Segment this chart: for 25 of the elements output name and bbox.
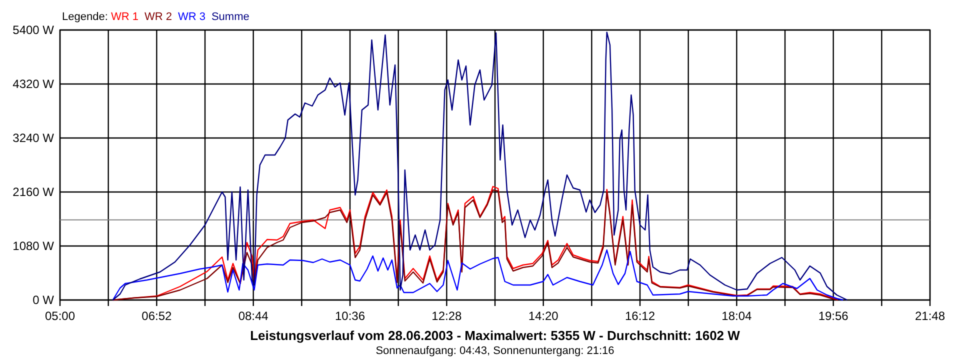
x-tick-label: 06:52	[142, 309, 172, 323]
text: Summe	[211, 11, 250, 23]
line-series	[112, 249, 844, 301]
x-tick-label: 19:56	[818, 309, 849, 323]
y-tick-label: 5400 W	[12, 23, 55, 38]
y-tick-label: 2160 W	[12, 185, 55, 200]
text: WR 1	[110, 11, 138, 23]
x-tick-label: 10:36	[334, 309, 366, 323]
line-series	[112, 32, 848, 301]
x-tick-label: 08:44	[238, 309, 269, 323]
text: WR 3	[178, 11, 206, 23]
x-tick-label: 18:04	[722, 309, 752, 323]
text: Leistungsverlauf vom 28.06.2003 - Maximalwert: 5355 W - Durchschnitt: 1602 W	[250, 328, 741, 343]
x-tick-label: 14:20	[528, 309, 559, 323]
y-tick-label: 1080 W	[12, 239, 55, 254]
x-tick-label: 16:12	[624, 309, 656, 323]
y-tick-label: 0 W	[32, 293, 55, 308]
y-tick-label: 3240 W	[12, 131, 55, 146]
y-tick-label: 4320 W	[12, 77, 55, 92]
text: WR 2	[144, 11, 172, 23]
x-tick-label: 21:48	[914, 309, 946, 323]
text: Sonnenaufgang: 04:43, Sonnenuntergang: 21:16	[376, 345, 614, 357]
x-tick-label: 12:28	[432, 309, 462, 323]
legend-title: Legende:	[62, 11, 111, 23]
x-tick-label: 05:00	[44, 309, 76, 323]
